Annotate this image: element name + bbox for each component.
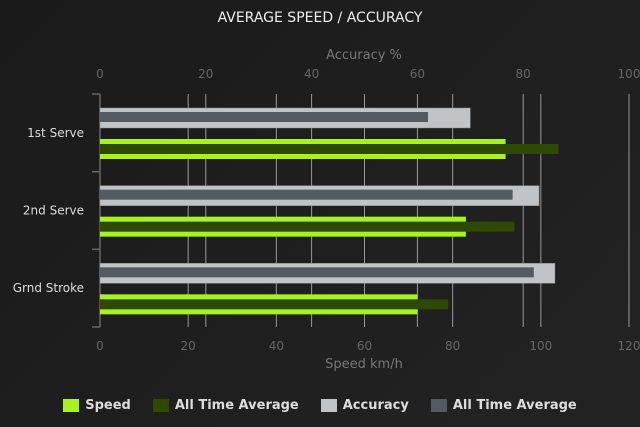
bottom-tick-label: 0	[96, 339, 104, 353]
speed-average-bar	[100, 144, 559, 154]
bottom-tick-label: 60	[357, 339, 372, 353]
legend-item[interactable]: All Time Average	[430, 398, 577, 413]
accuracy-average-bar	[100, 267, 534, 278]
category-label: Grnd Stroke	[13, 281, 84, 295]
bottom-tick-label: 20	[181, 339, 196, 353]
bottom-tick-label: 40	[269, 339, 284, 353]
legend-item[interactable]: Speed	[63, 398, 131, 413]
top-tick-label: 100	[618, 67, 640, 81]
legend-label: Accuracy	[342, 398, 409, 413]
legend-item[interactable]: Accuracy	[320, 398, 409, 413]
legend-swatch	[63, 399, 80, 412]
legend-label: All Time Average	[174, 398, 299, 413]
legend-swatch	[152, 399, 169, 412]
accuracy-average-bar	[100, 189, 513, 200]
chart-title: AVERAGE SPEED / ACCURACY	[218, 10, 423, 26]
bottom-tick-label: 120	[618, 339, 640, 353]
bottom-tick-label: 100	[529, 339, 552, 353]
category-label: 1st Serve	[27, 126, 84, 140]
bottom-tick-label: 80	[445, 339, 460, 353]
top-tick-label: 60	[410, 67, 425, 81]
top-axis-label: Accuracy %	[326, 48, 402, 63]
legend-swatch	[320, 399, 337, 412]
legend: Speed All Time Average Accuracy All Time Av…	[0, 398, 640, 413]
legend-swatch	[430, 399, 447, 412]
category-label: 2nd Serve	[23, 204, 84, 218]
legend-item[interactable]: All Time Average	[152, 398, 299, 413]
top-tick-label: 40	[304, 67, 319, 81]
top-tick-label: 0	[96, 67, 104, 81]
speed-average-bar	[100, 299, 449, 310]
top-tick-label: 20	[198, 67, 213, 81]
top-tick-label: 80	[516, 67, 531, 81]
legend-label: Speed	[85, 398, 131, 413]
accuracy-average-bar	[100, 112, 428, 122]
bottom-axis-label: Speed km/h	[325, 357, 403, 372]
speed-average-bar	[100, 221, 515, 232]
legend-label: All Time Average	[452, 398, 577, 413]
